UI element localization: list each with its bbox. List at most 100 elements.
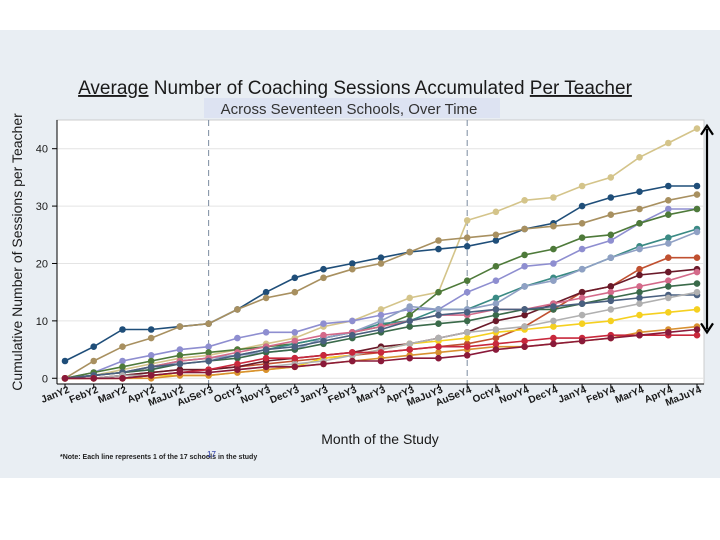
data-point bbox=[262, 288, 270, 296]
data-point bbox=[406, 354, 414, 362]
data-point bbox=[463, 288, 471, 296]
data-point bbox=[147, 326, 155, 333]
data-point bbox=[349, 317, 356, 325]
data-point bbox=[377, 254, 385, 261]
range-arrow-head-bottom bbox=[700, 322, 714, 335]
series-17 bbox=[61, 326, 701, 382]
chart-title: Average Number of Coaching Sessions Accu… bbox=[78, 78, 632, 99]
y-axis-label: Cumulative Number of Sessions per Teache… bbox=[9, 113, 25, 391]
data-point bbox=[607, 317, 615, 325]
data-point bbox=[147, 357, 155, 365]
y-tick-label: 10 bbox=[36, 316, 48, 328]
data-point bbox=[234, 334, 241, 342]
data-point bbox=[578, 300, 586, 308]
y-tick-label: 30 bbox=[36, 201, 48, 213]
data-point bbox=[262, 363, 270, 371]
data-point bbox=[607, 231, 615, 239]
data-point bbox=[349, 331, 356, 339]
data-point bbox=[435, 245, 442, 253]
data-point bbox=[693, 326, 701, 333]
data-point bbox=[377, 317, 385, 325]
data-point bbox=[665, 211, 672, 218]
data-point bbox=[578, 220, 586, 227]
data-point bbox=[492, 300, 500, 308]
data-point bbox=[262, 294, 270, 302]
series-layer bbox=[61, 125, 701, 382]
footnote-badge: 17 bbox=[207, 450, 216, 459]
range-arrow-head-top bbox=[700, 123, 714, 136]
x-axis-label: Month of the Study bbox=[321, 431, 439, 447]
data-point bbox=[578, 320, 586, 328]
data-point bbox=[607, 237, 615, 244]
data-point bbox=[521, 337, 528, 345]
data-point bbox=[320, 265, 327, 273]
data-point bbox=[147, 334, 155, 342]
data-point bbox=[492, 294, 500, 302]
data-point bbox=[492, 317, 500, 325]
data-point bbox=[291, 274, 299, 282]
data-point bbox=[377, 357, 385, 365]
data-point bbox=[262, 329, 270, 336]
data-point bbox=[636, 245, 643, 253]
data-point bbox=[550, 260, 557, 267]
data-point bbox=[665, 309, 672, 316]
data-point bbox=[665, 197, 672, 204]
data-point bbox=[693, 125, 701, 132]
subtitle-background bbox=[204, 98, 500, 118]
data-point bbox=[550, 317, 557, 325]
data-point bbox=[349, 265, 356, 273]
data-point bbox=[550, 222, 557, 230]
data-point bbox=[607, 194, 615, 201]
data-point bbox=[578, 234, 586, 241]
data-point bbox=[665, 139, 672, 147]
x-tick-label: JanY2 bbox=[40, 384, 72, 405]
data-point bbox=[636, 283, 643, 290]
data-point bbox=[550, 194, 557, 201]
data-point bbox=[320, 274, 327, 282]
data-point bbox=[607, 288, 615, 296]
x-tick-label: MarY4 bbox=[614, 384, 646, 406]
data-point bbox=[607, 283, 615, 290]
data-point bbox=[119, 357, 126, 365]
data-point bbox=[119, 343, 126, 351]
data-point bbox=[406, 323, 414, 330]
data-point bbox=[205, 320, 212, 328]
data-point bbox=[435, 354, 442, 362]
x-tick-label: DecY4 bbox=[527, 384, 560, 406]
data-point bbox=[492, 277, 500, 285]
data-point bbox=[665, 294, 672, 302]
data-point bbox=[205, 357, 212, 365]
data-point bbox=[406, 340, 414, 348]
data-point bbox=[492, 231, 500, 239]
data-point bbox=[463, 329, 471, 336]
data-point bbox=[90, 375, 97, 382]
data-point bbox=[665, 205, 672, 213]
x-tick-label: OctY4 bbox=[471, 384, 502, 405]
data-point bbox=[521, 311, 528, 319]
data-point bbox=[349, 260, 356, 267]
data-point bbox=[262, 354, 270, 362]
data-point bbox=[377, 311, 385, 319]
data-point bbox=[61, 357, 69, 365]
data-point bbox=[463, 217, 471, 224]
data-point bbox=[291, 363, 299, 371]
x-tick-label: FebY2 bbox=[68, 384, 100, 406]
data-point bbox=[665, 234, 672, 241]
data-point bbox=[636, 154, 643, 161]
data-point bbox=[234, 306, 241, 313]
data-point bbox=[234, 366, 241, 374]
data-point bbox=[435, 311, 442, 319]
y-axis: 0 10 20 30 40 bbox=[36, 120, 58, 385]
data-point bbox=[492, 237, 500, 244]
data-point bbox=[406, 248, 414, 256]
data-point bbox=[636, 331, 643, 339]
data-point bbox=[320, 320, 327, 328]
data-point bbox=[147, 352, 155, 359]
data-point bbox=[636, 205, 643, 213]
data-point bbox=[521, 343, 528, 351]
data-point bbox=[521, 263, 528, 270]
data-point bbox=[205, 343, 212, 351]
data-point bbox=[636, 271, 643, 279]
data-point bbox=[636, 188, 643, 195]
data-point bbox=[320, 337, 327, 345]
